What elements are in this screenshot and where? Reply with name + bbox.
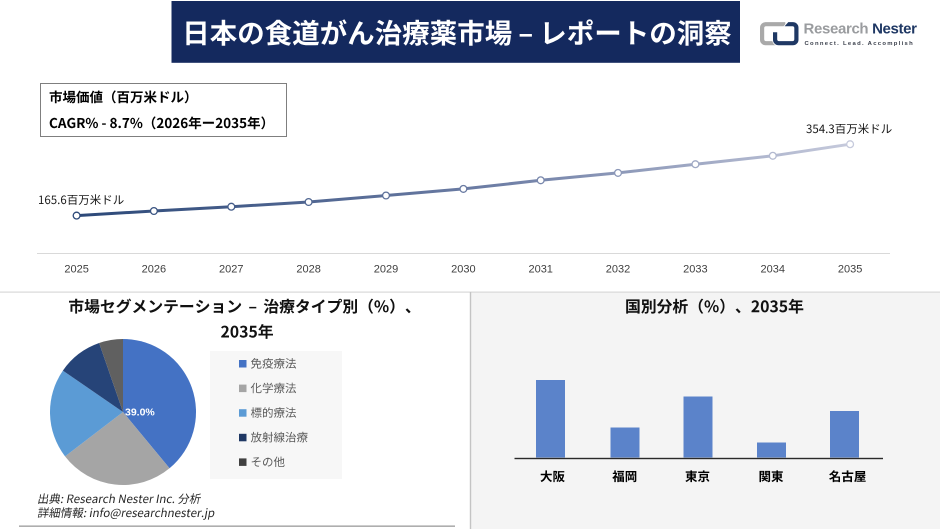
svg-text:Research Nester: Research Nester: [804, 21, 918, 38]
svg-text:2026: 2026: [142, 264, 166, 276]
svg-text:2031: 2031: [528, 264, 552, 276]
svg-text:2032: 2032: [606, 264, 630, 276]
svg-text:2029: 2029: [374, 264, 398, 276]
svg-text:2033: 2033: [683, 264, 707, 276]
svg-text:2028: 2028: [296, 264, 320, 276]
svg-text:2025: 2025: [64, 264, 88, 276]
svg-text:39.0%: 39.0%: [125, 407, 155, 419]
svg-text:2034: 2034: [761, 264, 785, 276]
svg-text:2035: 2035: [838, 264, 862, 276]
svg-text:2030: 2030: [451, 264, 475, 276]
svg-text:Connect. Lead. Accomplish: Connect. Lead. Accomplish: [805, 41, 915, 47]
svg-text:2027: 2027: [219, 264, 243, 276]
